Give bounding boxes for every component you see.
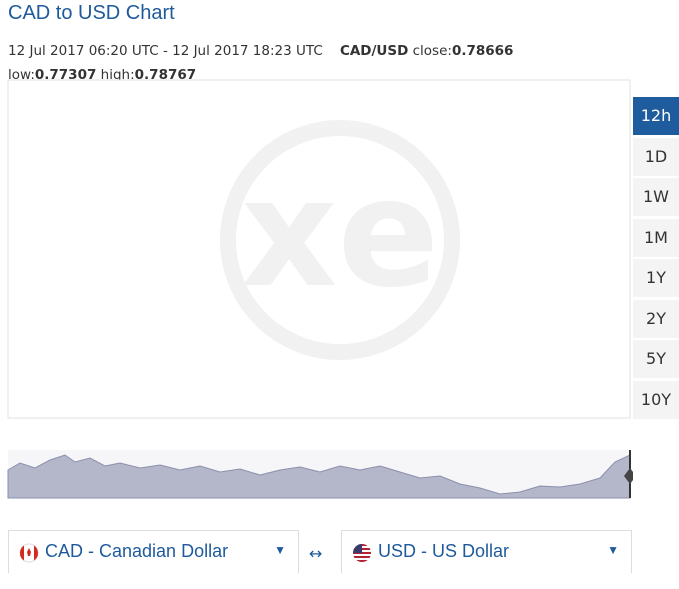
close-label: close: bbox=[412, 43, 452, 59]
chart: xe bbox=[7, 79, 633, 499]
to-select[interactable]: USD - US Dollar ▼ bbox=[341, 530, 632, 573]
period-button[interactable]: 1M bbox=[633, 218, 679, 257]
dropdown-arrow: ▼ bbox=[274, 543, 286, 557]
navigator-handle[interactable] bbox=[624, 468, 633, 484]
pair: CAD/USD bbox=[339, 43, 409, 59]
swap[interactable]: ↔ bbox=[309, 544, 323, 563]
plot-area bbox=[7, 79, 631, 419]
flag bbox=[353, 544, 371, 562]
navigator-series bbox=[7, 454, 631, 499]
close: 0.78666 bbox=[451, 43, 514, 59]
period-button[interactable]: 1W bbox=[633, 178, 679, 216]
to-label: USD - US Dollar bbox=[378, 541, 510, 561]
svg-text:xe: xe bbox=[241, 147, 440, 321]
period-button[interactable]: 12h bbox=[633, 97, 679, 135]
summary: 12 Jul 2017 06:20 UTC - 12 Jul 2017 18:2… bbox=[8, 43, 513, 59]
low: 0.77307 bbox=[34, 67, 97, 83]
dropdown-arrow: ▼ bbox=[607, 543, 619, 557]
high: 0.78767 bbox=[134, 67, 197, 83]
range: 12 Jul 2017 06:20 UTC - 12 Jul 2017 18:2… bbox=[8, 43, 323, 59]
from-select[interactable]: CAD - Canadian Dollar ▼ bbox=[8, 530, 299, 573]
period-button[interactable]: 1Y bbox=[633, 259, 679, 297]
period-button[interactable]: 5Y bbox=[633, 340, 679, 378]
period-button[interactable]: 10Y bbox=[633, 380, 679, 419]
from-label: CAD - Canadian Dollar bbox=[45, 541, 229, 561]
low-high: low:0.77307 high:0.78767 bbox=[8, 67, 196, 83]
title: CAD to USD Chart bbox=[8, 2, 175, 24]
high-label: high: bbox=[100, 67, 135, 83]
period-button[interactable]: 2Y bbox=[633, 299, 679, 338]
low-label: low: bbox=[8, 67, 35, 83]
flag bbox=[19, 543, 39, 563]
watermark: xe bbox=[220, 120, 460, 360]
period-button[interactable]: 1D bbox=[633, 137, 679, 176]
